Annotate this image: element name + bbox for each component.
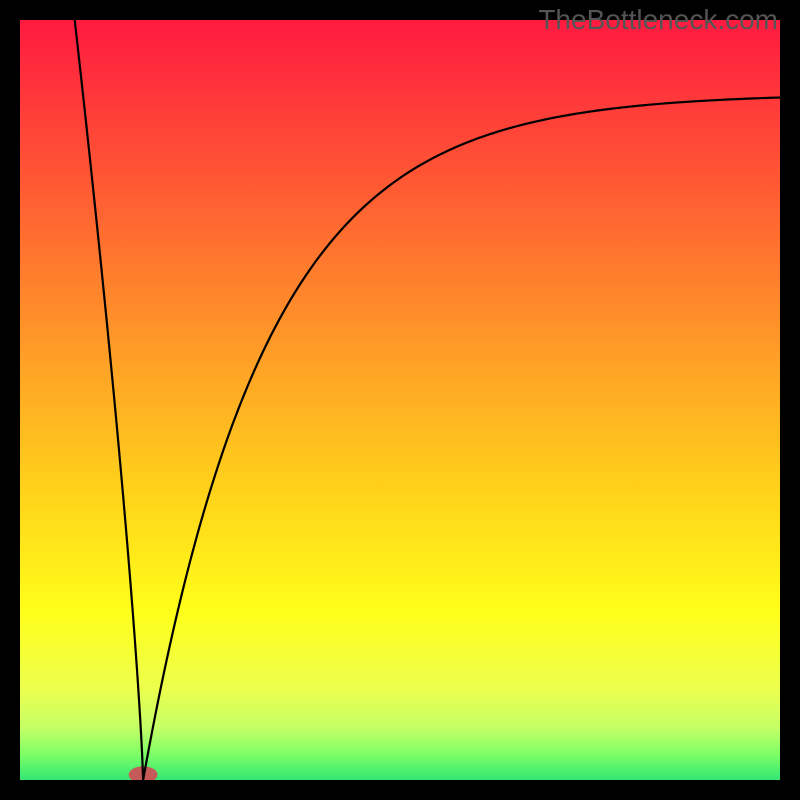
chart-container: TheBottleneck.com (0, 0, 800, 800)
watermark-label: TheBottleneck.com (538, 4, 778, 36)
gradient-background (20, 20, 780, 780)
bottleneck-curve-plot (20, 20, 780, 780)
